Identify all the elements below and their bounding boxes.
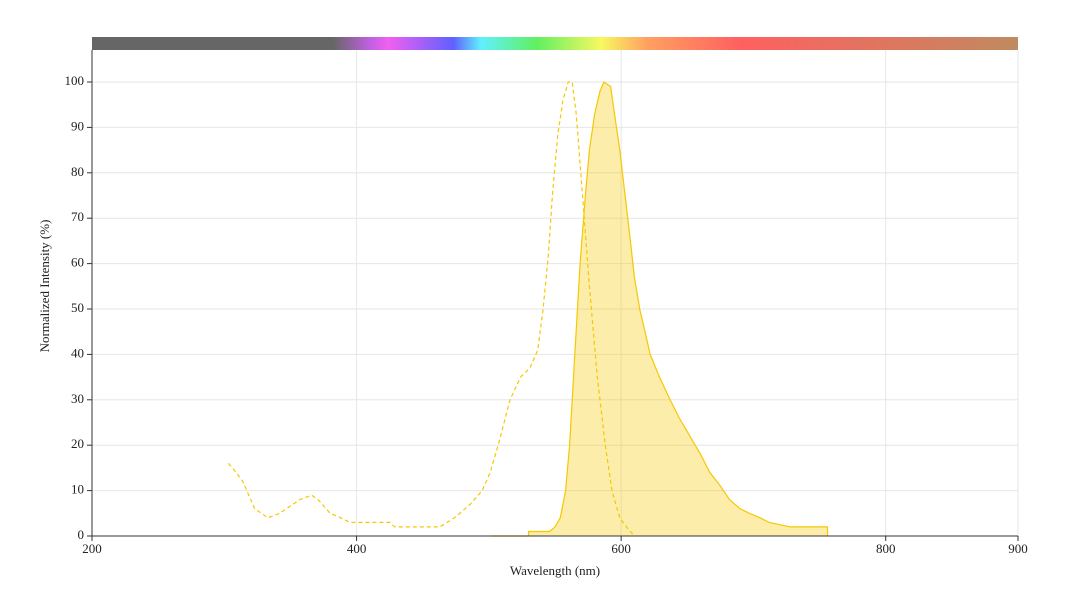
y-tick-label: 0 bbox=[78, 527, 85, 542]
y-tick-label: 40 bbox=[71, 345, 84, 360]
area bbox=[491, 82, 828, 536]
y-axis-label: Normalized Intensity (%) bbox=[37, 220, 52, 353]
x-tick-label: 600 bbox=[611, 541, 631, 556]
y-tick-label: 90 bbox=[71, 118, 84, 133]
y-tick-label: 100 bbox=[65, 73, 85, 88]
spectrum-bar bbox=[92, 37, 1018, 50]
y-tick-label: 20 bbox=[71, 436, 84, 451]
x-tick-label: 400 bbox=[347, 541, 367, 556]
x-tick-label: 900 bbox=[1008, 541, 1028, 556]
y-tick-label: 60 bbox=[71, 255, 84, 270]
y-tick-label: 30 bbox=[71, 391, 84, 406]
y-tick-label: 50 bbox=[71, 300, 84, 315]
y-tick-label: 80 bbox=[71, 164, 84, 179]
y-tick-label: 70 bbox=[71, 209, 84, 224]
y-tick-label: 10 bbox=[71, 482, 84, 497]
x-axis-label: Wavelength (nm) bbox=[510, 563, 600, 578]
x-tick-label: 200 bbox=[82, 541, 102, 556]
line bbox=[491, 81, 829, 537]
x-tick-label: 800 bbox=[876, 541, 896, 556]
